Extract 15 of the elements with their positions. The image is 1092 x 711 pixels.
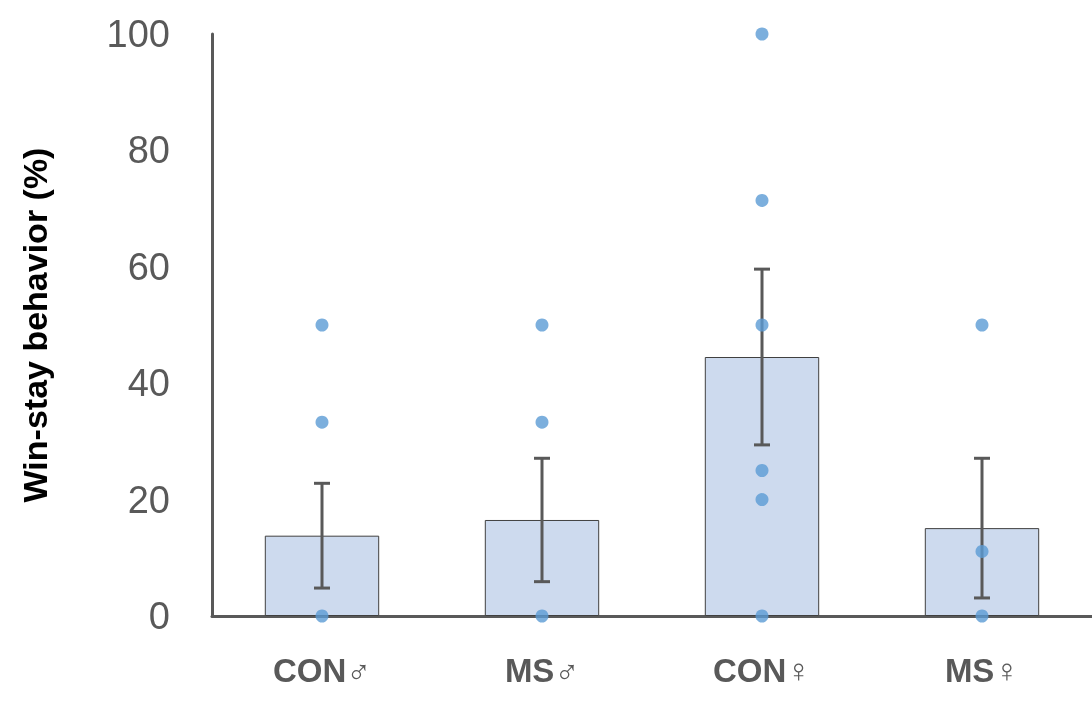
x-tick-label: MS♀: [944, 652, 1020, 689]
x-tick-label: MS♂: [504, 652, 580, 689]
y-tick-label: 80: [127, 129, 170, 172]
y-tick-label: 100: [106, 13, 170, 55]
y-tick-label: 60: [127, 245, 170, 288]
y-tick-label: 0: [148, 595, 170, 637]
bar: [924, 528, 1040, 616]
bar: [264, 535, 380, 616]
y-axis-title: Win-stay behavior (%): [16, 147, 54, 503]
bar: [484, 519, 600, 616]
x-tick-label: CON♀: [712, 652, 812, 689]
x-tick-label: CON♂: [272, 652, 372, 689]
y-tick-label: 40: [127, 362, 170, 405]
y-tick-label: 20: [127, 478, 170, 521]
bar: [704, 357, 820, 616]
